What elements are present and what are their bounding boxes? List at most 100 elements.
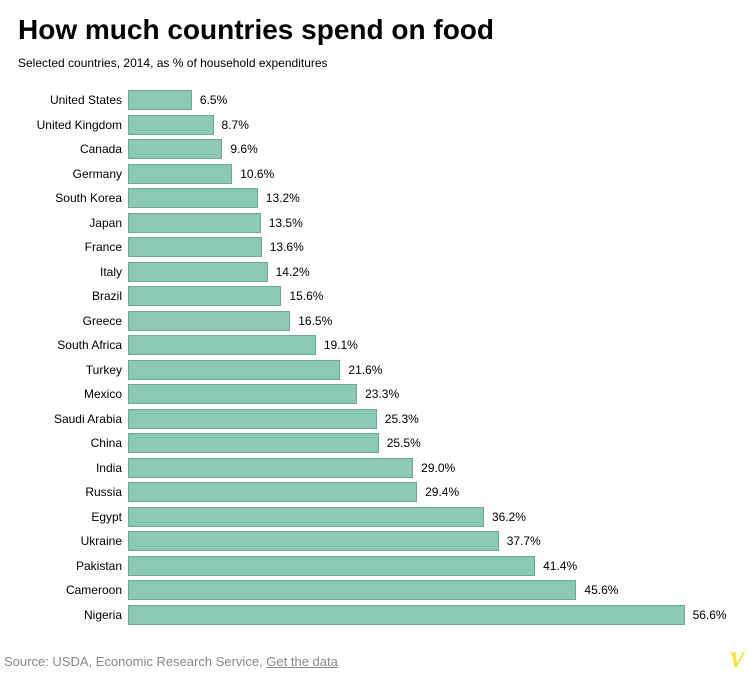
country-label: Russia	[18, 485, 128, 499]
bar-row: Turkey 21.6%	[18, 358, 732, 383]
bar-area: 19.1%	[128, 333, 732, 358]
bar	[128, 409, 377, 429]
source-text: Source: USDA, Economic Research Service,	[4, 654, 266, 669]
chart-subtitle: Selected countries, 2014, as % of househ…	[18, 56, 732, 70]
bar	[128, 90, 192, 110]
value-label: 13.2%	[266, 191, 300, 205]
country-label: Italy	[18, 265, 128, 279]
bar	[128, 237, 262, 257]
bar-row: South Korea 13.2%	[18, 186, 732, 211]
country-label: Ukraine	[18, 534, 128, 548]
bar-area: 36.2%	[128, 505, 732, 530]
bar-row: Italy14.2%	[18, 260, 732, 285]
bar-area: 13.6%	[128, 235, 732, 260]
bar	[128, 507, 484, 527]
bar	[128, 311, 290, 331]
bar	[128, 139, 222, 159]
bar	[128, 335, 316, 355]
bar-area: 15.6%	[128, 284, 732, 309]
value-label: 13.6%	[270, 240, 304, 254]
bar-area: 45.6%	[128, 578, 732, 603]
bar-chart: United States 6.5% United Kingdom 8.7% Canad…	[18, 88, 732, 627]
bar-area: 13.5%	[128, 211, 732, 236]
bar	[128, 458, 413, 478]
country-label: South Africa	[18, 338, 128, 352]
value-label: 23.3%	[365, 387, 399, 401]
bar-area: 8.7%	[128, 113, 732, 138]
vox-logo: V	[729, 647, 744, 673]
value-label: 25.5%	[387, 436, 421, 450]
bar-area: 13.2%	[128, 186, 732, 211]
bar-area: 41.4%	[128, 554, 732, 579]
value-label: 15.6%	[289, 289, 323, 303]
bar-area: 25.3%	[128, 407, 732, 432]
bar	[128, 580, 576, 600]
value-label: 8.7%	[222, 118, 249, 132]
value-label: 16.5%	[298, 314, 332, 328]
bar-row: Pakistan 41.4%	[18, 554, 732, 579]
bar-row: Japan13.5%	[18, 211, 732, 236]
bar	[128, 262, 268, 282]
value-label: 37.7%	[507, 534, 541, 548]
bar-area: 16.5%	[128, 309, 732, 334]
value-label: 36.2%	[492, 510, 526, 524]
bar-area: 10.6%	[128, 162, 732, 187]
country-label: Germany	[18, 167, 128, 181]
country-label: South Korea	[18, 191, 128, 205]
bar	[128, 360, 340, 380]
bar-row: France 13.6%	[18, 235, 732, 260]
bar-row: United Kingdom 8.7%	[18, 113, 732, 138]
chart-title: How much countries spend on food	[18, 14, 732, 46]
bar-row: United States 6.5%	[18, 88, 732, 113]
bar-row: Brazil 15.6%	[18, 284, 732, 309]
bar-row: Egypt 36.2%	[18, 505, 732, 530]
country-label: United Kingdom	[18, 118, 128, 132]
bar-row: Russia 29.4%	[18, 480, 732, 505]
bar	[128, 115, 214, 135]
value-label: 41.4%	[543, 559, 577, 573]
bar-row: Canada 9.6%	[18, 137, 732, 162]
value-label: 56.6%	[693, 608, 727, 622]
value-label: 19.1%	[324, 338, 358, 352]
bar	[128, 433, 379, 453]
value-label: 10.6%	[240, 167, 274, 181]
country-label: Canada	[18, 142, 128, 156]
value-label: 13.5%	[269, 216, 303, 230]
bar	[128, 531, 499, 551]
value-label: 29.4%	[425, 485, 459, 499]
source-footer: Source: USDA, Economic Research Service,…	[4, 654, 338, 669]
bar-area: 6.5%	[128, 88, 732, 113]
bar	[128, 384, 357, 404]
bar-area: 29.0%	[128, 456, 732, 481]
bar-row: South Africa 19.1%	[18, 333, 732, 358]
country-label: Mexico	[18, 387, 128, 401]
country-label: Greece	[18, 314, 128, 328]
bar-area: 9.6%	[128, 137, 732, 162]
country-label: Pakistan	[18, 559, 128, 573]
country-label: China	[18, 436, 128, 450]
value-label: 25.3%	[385, 412, 419, 426]
value-label: 21.6%	[348, 363, 382, 377]
bar	[128, 482, 417, 502]
bar-row: Cameroon45.6%	[18, 578, 732, 603]
value-label: 6.5%	[200, 93, 227, 107]
bar-area: 14.2%	[128, 260, 732, 285]
country-label: France	[18, 240, 128, 254]
bar-row: India29.0%	[18, 456, 732, 481]
bar-area: 23.3%	[128, 382, 732, 407]
bar	[128, 213, 261, 233]
country-label: Turkey	[18, 363, 128, 377]
country-label: India	[18, 461, 128, 475]
bar-area: 21.6%	[128, 358, 732, 383]
bar-row: Saudi Arabia 25.3%	[18, 407, 732, 432]
country-label: United States	[18, 93, 128, 107]
get-data-link[interactable]: Get the data	[266, 654, 338, 669]
country-label: Cameroon	[18, 583, 128, 597]
bar-row: Germany 10.6%	[18, 162, 732, 187]
country-label: Saudi Arabia	[18, 412, 128, 426]
country-label: Brazil	[18, 289, 128, 303]
bar	[128, 286, 281, 306]
bar	[128, 164, 232, 184]
country-label: Egypt	[18, 510, 128, 524]
value-label: 9.6%	[230, 142, 257, 156]
